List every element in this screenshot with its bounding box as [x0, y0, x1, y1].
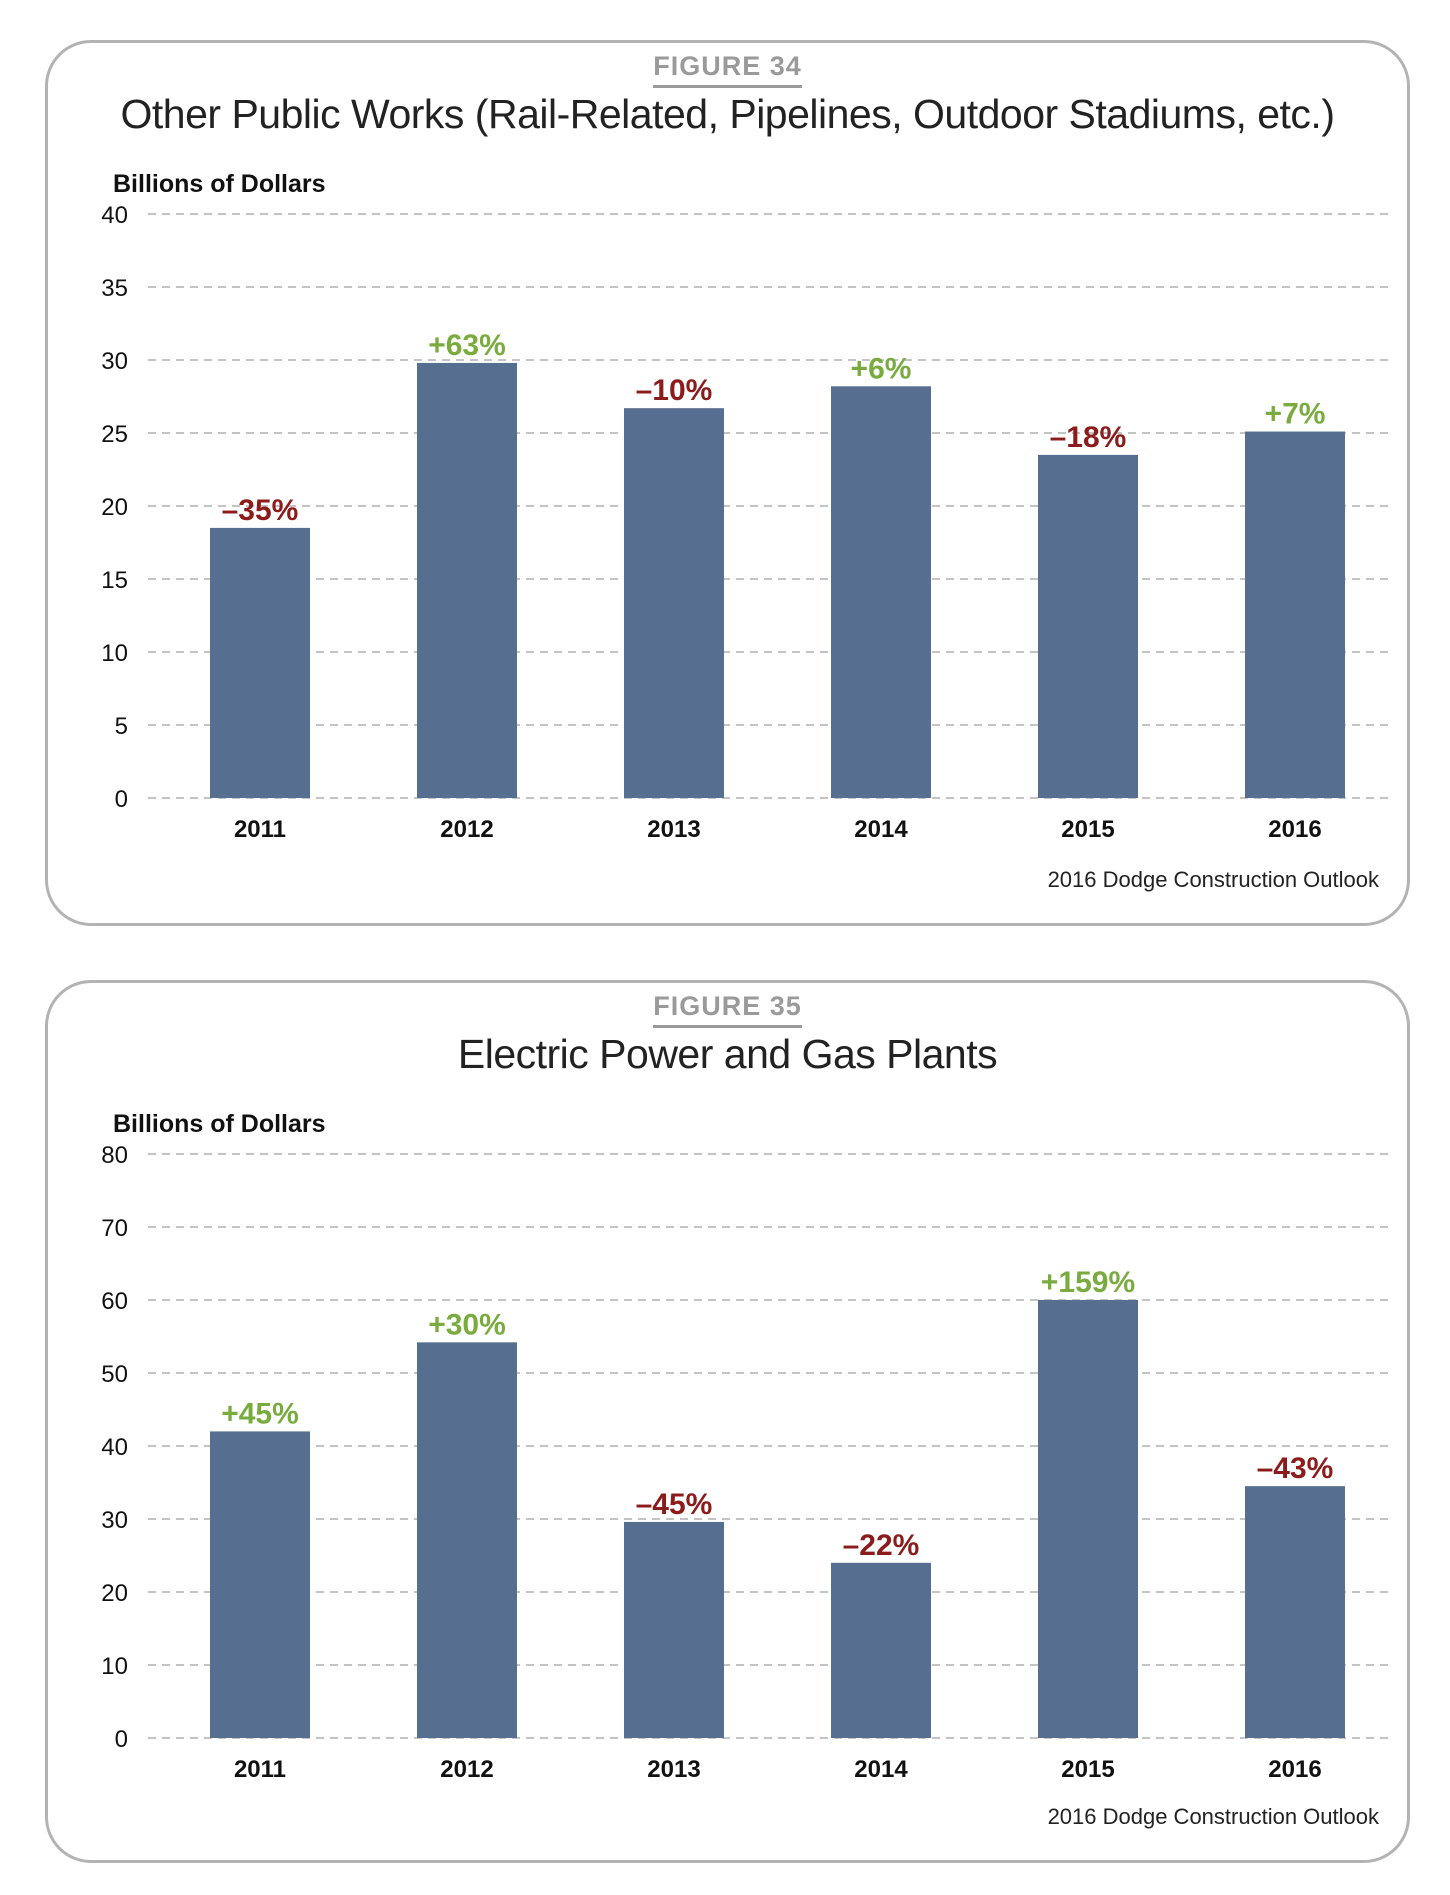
bar-chart-figure-34: 0 5 10 15 20 25 30 35 40 –35% 2011 +63% 2012 –10% 2013…	[101, 202, 1388, 843]
source-note: 2016 Dodge Construction Outlook	[1047, 867, 1379, 892]
y-tick-label: 60	[101, 1288, 128, 1315]
x-tick-label: 2015	[1061, 816, 1114, 843]
bar-2011	[210, 527, 310, 798]
y-tick-label: 0	[115, 786, 128, 813]
chart-title: Electric Power and Gas Plants	[457, 1031, 998, 1077]
y-tick-label: 20	[101, 1580, 128, 1607]
x-tick-label: 2013	[647, 1756, 700, 1783]
bar-2013	[624, 408, 724, 798]
data-label-2012: +30%	[428, 1308, 506, 1341]
y-tick-label: 10	[101, 1653, 128, 1680]
data-label-2014: +6%	[851, 352, 912, 385]
y-tick-label: 10	[101, 640, 128, 667]
source-note: 2016 Dodge Construction Outlook	[1047, 1804, 1379, 1829]
x-tick-label: 2014	[854, 1756, 908, 1783]
y-tick-label: 50	[101, 1361, 128, 1388]
bar-2013	[624, 1521, 724, 1738]
bar-chart-figure-35: 0 10 20 30 40 50 60 70 80 +45% 2011 +30% 2012 –45% 201…	[101, 1142, 1388, 1783]
figure-35-panel: FIGURE 35 Electric Power and Gas Plants …	[45, 980, 1410, 1863]
figure-label: FIGURE 34	[48, 51, 1407, 88]
x-tick-label: 2015	[1061, 1756, 1114, 1783]
y-tick-label: 70	[101, 1215, 128, 1242]
y-axis-label: Billions of Dollars	[113, 1110, 326, 1138]
y-tick-label: 35	[101, 275, 128, 302]
x-tick-label: 2016	[1268, 1756, 1321, 1783]
y-tick-label: 5	[115, 713, 128, 740]
x-tick-label: 2013	[647, 816, 700, 843]
x-tick-label: 2012	[440, 816, 493, 843]
figure-label: FIGURE 35	[48, 991, 1407, 1028]
y-tick-label: 20	[101, 494, 128, 521]
chart-title: Other Public Works (Rail-Related, Pipeli…	[120, 91, 1335, 137]
figure-34-panel: FIGURE 34 Other Public Works (Rail-Relat…	[45, 40, 1410, 926]
x-tick-label: 2011	[234, 816, 286, 843]
bar-2011	[210, 1431, 310, 1738]
y-tick-label: 40	[101, 1434, 128, 1461]
bar-2014	[831, 386, 931, 798]
data-label-2013: –45%	[636, 1488, 713, 1521]
bar-2015	[1038, 454, 1138, 798]
y-tick-label: 80	[101, 1142, 128, 1169]
data-label-2012: +63%	[428, 329, 506, 362]
y-tick-label: 0	[115, 1726, 128, 1753]
bar-2014	[831, 1562, 931, 1738]
bar-2012	[417, 1342, 517, 1738]
y-tick-label: 30	[101, 348, 128, 375]
x-tick-label: 2011	[234, 1756, 286, 1783]
y-tick-label: 40	[101, 202, 128, 229]
y-tick-label: 30	[101, 1507, 128, 1534]
data-label-2015: –18%	[1050, 421, 1127, 454]
bar-2015	[1038, 1300, 1138, 1738]
y-tick-label: 15	[101, 567, 128, 594]
bar-2012	[417, 362, 517, 798]
data-label-2014: –22%	[843, 1529, 920, 1562]
y-tick-label: 25	[101, 421, 128, 448]
data-label-2011: +45%	[221, 1397, 299, 1430]
y-axis-label: Billions of Dollars	[113, 170, 326, 198]
bar-2016	[1245, 431, 1345, 798]
x-tick-label: 2014	[854, 816, 908, 843]
data-label-2016: –43%	[1257, 1452, 1334, 1485]
data-label-2013: –10%	[636, 374, 713, 407]
bar-2016	[1245, 1486, 1345, 1738]
x-tick-label: 2012	[440, 1756, 493, 1783]
data-label-2011: –35%	[222, 494, 299, 527]
x-tick-label: 2016	[1268, 816, 1321, 843]
data-label-2015: +159%	[1041, 1266, 1135, 1299]
data-label-2016: +7%	[1265, 398, 1326, 431]
